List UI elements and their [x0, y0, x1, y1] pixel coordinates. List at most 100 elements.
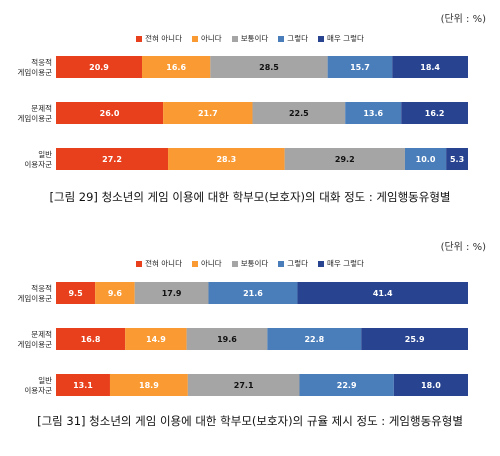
data-label: 16.2 [425, 109, 445, 118]
legend-item: 매우 그렇다 [318, 33, 364, 44]
data-label: 29.2 [335, 155, 355, 164]
data-label: 5.3 [450, 155, 464, 164]
legend-1: 전혀 아니다 아니다 보통이다 그렇다 매우 그렇다 [0, 33, 500, 44]
data-label: 27.2 [102, 155, 122, 164]
category-label: 게임이용군 [18, 339, 53, 349]
bar-segment [186, 328, 268, 350]
legend-swatch [191, 260, 198, 267]
data-label: 18.9 [139, 381, 159, 390]
bar-segment [163, 102, 253, 124]
legend-item: 아니다 [191, 33, 222, 44]
legend-swatch [318, 35, 324, 42]
bar-segment [446, 148, 468, 170]
legend-label: 전혀 아니다 [145, 259, 182, 268]
bar-segment [56, 148, 169, 170]
legend-item: 아니다 [191, 258, 222, 269]
legend-label: 아니다 [200, 34, 222, 43]
bar-segment [56, 56, 143, 78]
legend-swatch [278, 35, 285, 42]
legend-2: 전혀 아니다 아니다 보통이다 그렇다 매우 그렇다 [0, 258, 500, 269]
bar-segment [404, 148, 447, 170]
data-label: 21.7 [198, 109, 218, 118]
legend-label: 보통이다 [240, 259, 269, 268]
legend-item: 보통이다 [231, 258, 269, 269]
legend-swatch [231, 260, 238, 267]
category-label: 게임이용군 [18, 67, 53, 77]
data-label: 28.5 [259, 63, 279, 72]
legend-swatch [278, 260, 285, 267]
bar-segment [125, 328, 187, 350]
legend-label: 전혀 아니다 [145, 34, 182, 43]
bar-segment [252, 102, 346, 124]
bar-segment [393, 374, 468, 396]
legend-swatch [318, 260, 324, 267]
data-label: 25.9 [405, 335, 425, 344]
bar-segment [134, 282, 209, 304]
legend-label: 아니다 [200, 259, 222, 268]
data-label: 22.5 [289, 109, 309, 118]
category-label: 문제적 [31, 103, 52, 113]
category-label: 적응적 [31, 283, 52, 293]
bar-segment [299, 374, 394, 396]
data-label: 13.1 [73, 381, 93, 390]
bar-segment [56, 328, 126, 350]
category-label: 게임이용군 [18, 113, 53, 123]
category-label: 적응적 [31, 57, 52, 67]
category-label: 게임이용군 [18, 293, 53, 303]
legend-label: 보통이다 [240, 34, 269, 43]
bar-segment [187, 374, 300, 396]
bar-segment [95, 282, 135, 304]
figure-caption-1: [그림 29] 청소년의 게임 이용에 대한 학부모(보호자)의 대화 정도 :… [49, 190, 451, 204]
data-label: 17.9 [162, 289, 182, 298]
legend-item: 그렇다 [278, 33, 308, 44]
data-label: 20.9 [89, 63, 109, 72]
legend-label: 매우 그렇다 [327, 259, 364, 268]
data-label: 26.0 [100, 109, 120, 118]
bar-segment [345, 102, 402, 124]
data-label: 18.4 [420, 63, 440, 72]
data-label: 9.5 [68, 289, 83, 298]
bar-segment [284, 148, 405, 170]
legend-label: 매우 그렇다 [327, 34, 364, 43]
bar-segment [168, 148, 285, 170]
category-label: 문제적 [31, 329, 52, 339]
data-label: 14.9 [146, 335, 166, 344]
data-label: 27.1 [234, 381, 254, 390]
bar-segment [392, 56, 468, 78]
bar-segment [297, 282, 468, 304]
legend-item: 전혀 아니다 [136, 258, 182, 269]
bar-segment [210, 56, 328, 78]
figure-caption-2: [그림 31] 청소년의 게임 이용에 대한 학부모(보호자)의 규율 제시 정… [37, 414, 463, 428]
legend-swatch [136, 35, 143, 42]
data-label: 21.6 [243, 289, 263, 298]
data-label: 13.6 [363, 109, 383, 118]
legend-swatch [191, 35, 198, 42]
legend-item: 그렇다 [278, 258, 308, 269]
category-label: 이용자군 [24, 159, 52, 169]
data-label: 22.8 [304, 335, 324, 344]
legend-item: 전혀 아니다 [136, 33, 182, 44]
legend-label: 그렇다 [287, 34, 308, 43]
bar-segment [361, 328, 468, 350]
category-label: 이용자군 [24, 385, 52, 395]
legend-item: 매우 그렇다 [318, 258, 364, 269]
legend-swatch [231, 35, 238, 42]
unit-label-2: (단위 : %) [440, 242, 486, 253]
data-label: 19.6 [217, 335, 237, 344]
unit-label-1: (단위 : %) [440, 14, 486, 25]
data-label: 22.9 [337, 381, 357, 390]
data-label: 41.4 [373, 289, 393, 298]
legend-label: 그렇다 [287, 259, 308, 268]
legend-item: 보통이다 [231, 33, 269, 44]
bar-segment [267, 328, 362, 350]
data-label: 15.7 [350, 63, 370, 72]
data-label: 18.0 [421, 381, 441, 390]
legend-swatch [136, 260, 143, 267]
data-label: 9.6 [108, 289, 123, 298]
bar-segment [327, 56, 393, 78]
bar-segment [56, 374, 110, 396]
bar-segment [56, 102, 164, 124]
data-label: 28.3 [216, 155, 236, 164]
bar-segment [109, 374, 188, 396]
